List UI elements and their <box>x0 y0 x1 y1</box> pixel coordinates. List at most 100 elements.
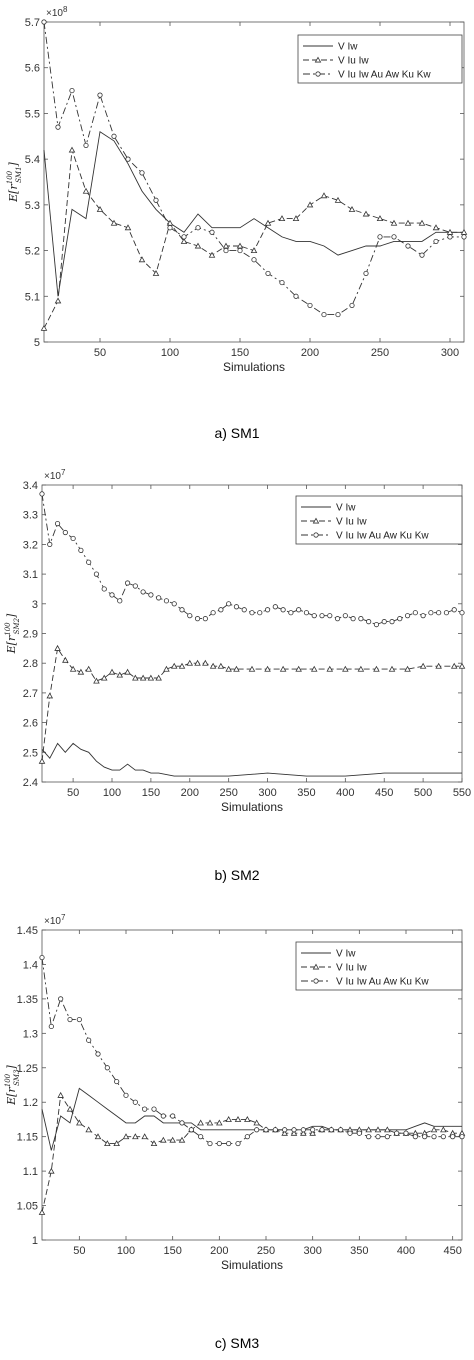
y-axis-label-base: E[r <box>7 184 20 203</box>
figure-caption: b) SM2 <box>214 867 259 883</box>
data-point <box>78 547 84 553</box>
data-point <box>47 541 53 548</box>
data-point <box>347 1130 353 1136</box>
data-point <box>68 146 76 153</box>
y-exponent-power: 7 <box>61 913 66 922</box>
data-point <box>66 1105 74 1112</box>
y-axis-label-sub: SM1 <box>15 166 23 182</box>
x-tick-label: 300 <box>303 1245 321 1257</box>
x-axis-label: Simulations <box>221 1258 283 1272</box>
data-point <box>307 302 313 309</box>
data-point <box>272 604 278 610</box>
data-point <box>377 234 383 240</box>
x-tick-label: 50 <box>94 347 106 359</box>
data-point <box>111 133 117 139</box>
legend-label: V Iw <box>338 42 358 53</box>
data-point <box>108 668 116 675</box>
y-tick-label: 3.4 <box>23 480 38 492</box>
legend: V Iw V Iu Iw V Iu Iw Au Aw Ku Kw <box>297 34 463 84</box>
data-point <box>373 665 380 672</box>
data-point <box>450 1134 456 1140</box>
x-tick-label: 350 <box>350 1245 368 1257</box>
y-tick-label: 1.1 <box>23 1166 38 1178</box>
data-point <box>405 243 411 249</box>
data-point <box>433 238 439 245</box>
y-tick-label: 5.7 <box>25 17 40 29</box>
y-tick-label: 1.45 <box>17 925 38 937</box>
data-point <box>334 196 342 203</box>
data-point <box>206 1119 214 1126</box>
data-point <box>225 665 232 672</box>
data-point <box>208 251 216 258</box>
data-point <box>125 156 131 162</box>
legend-label: V Iw <box>336 949 356 960</box>
data-point <box>96 206 104 212</box>
data-point <box>122 1133 130 1140</box>
y-tick-label: 1.3 <box>23 1028 38 1040</box>
data-point <box>178 662 186 669</box>
data-point <box>326 665 334 672</box>
data-point <box>69 87 75 94</box>
data-point <box>381 619 387 625</box>
data-point <box>132 674 139 681</box>
data-point <box>160 1136 167 1143</box>
data-point <box>309 1129 316 1136</box>
data-point <box>210 610 216 616</box>
data-point <box>97 92 103 98</box>
data-point <box>279 665 287 672</box>
data-point <box>363 270 369 277</box>
y-tick-label: 1.05 <box>17 1201 38 1213</box>
data-point <box>357 665 365 672</box>
y-axis-label: E[r100SM3] <box>4 1064 21 1105</box>
data-point <box>384 1134 390 1140</box>
data-point <box>48 1023 54 1030</box>
data-point <box>86 559 92 565</box>
data-point <box>430 1126 438 1133</box>
x-tick-label: 350 <box>297 787 315 799</box>
series-2 <box>40 146 468 331</box>
legend-box <box>295 941 463 991</box>
legend-label: V Iu Iw Au Aw Ku Kw <box>336 531 429 542</box>
data-point <box>76 1119 83 1126</box>
legend-marker <box>313 532 319 538</box>
x-tick-label: 300 <box>441 347 459 359</box>
data-point <box>62 656 69 663</box>
data-point <box>150 1140 158 1147</box>
data-point <box>319 613 325 619</box>
data-point <box>350 616 356 622</box>
data-point <box>241 607 247 613</box>
y-axis-label-sup: 100 <box>6 170 14 184</box>
series-line <box>41 1087 462 1151</box>
x-axis-label: Simulations <box>221 800 283 814</box>
data-point <box>249 610 255 616</box>
data-point <box>342 665 349 672</box>
data-point <box>48 1167 55 1174</box>
data-point <box>195 225 201 231</box>
data-point <box>272 1127 278 1133</box>
data-point <box>365 1126 372 1133</box>
data-point <box>280 607 286 613</box>
data-point <box>124 580 131 586</box>
y-axis-label-close: ] <box>5 1064 18 1070</box>
data-point <box>124 224 132 231</box>
data-point <box>374 1126 382 1133</box>
y-tick-label: 5.3 <box>25 200 40 212</box>
data-point <box>311 613 317 619</box>
data-point <box>188 1127 194 1133</box>
data-point <box>58 996 64 1002</box>
data-point <box>348 206 356 212</box>
data-point <box>459 610 465 616</box>
x-tick-label: 250 <box>219 787 237 799</box>
data-point <box>292 215 300 222</box>
data-point <box>69 665 77 672</box>
x-tick-label: 150 <box>231 347 249 359</box>
series-1 <box>43 130 464 297</box>
data-point <box>38 1209 46 1215</box>
y-axis-label-sup: 100 <box>4 1073 12 1087</box>
data-point <box>101 586 107 592</box>
data-point <box>295 665 302 672</box>
data-point <box>391 234 397 240</box>
legend-marker <box>315 71 321 77</box>
data-point <box>265 270 271 277</box>
